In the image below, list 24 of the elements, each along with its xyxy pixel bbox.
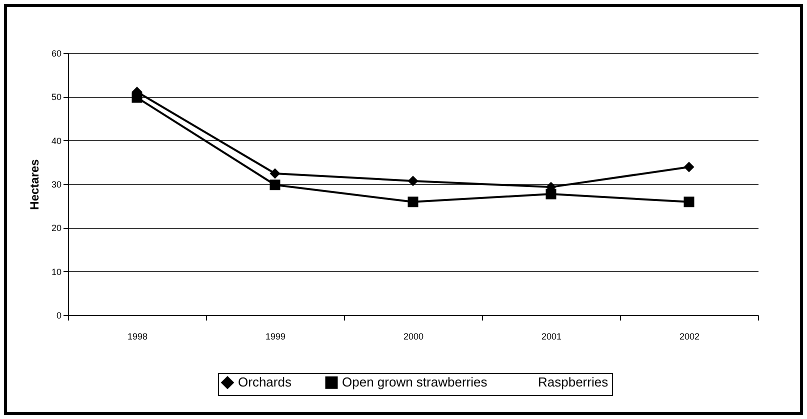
y-tick-label: 60 [51,48,62,58]
point [408,176,418,186]
point [684,196,694,208]
y-tick-label: 30 [51,180,62,190]
point [408,196,418,208]
y-tick-label: 10 [51,266,62,277]
y-axis-title: Hectares [27,158,42,210]
point [546,188,556,200]
point [684,162,694,172]
point [270,180,280,190]
y-tick-label: 0 [56,310,62,320]
x-tick-label: 2001 [541,332,562,342]
x-tick-label: 1998 [127,332,148,342]
text: Raspberries [538,374,609,390]
legend-label: Open grown strawberries [342,374,488,390]
y-tick-label: 20 [51,223,62,234]
point [132,92,142,103]
x-tick-label: 2000 [403,332,424,342]
y-tick-label: 40 [51,136,62,146]
x-tick-label: 2002 [679,332,700,342]
legend-label: Orchards [238,374,292,390]
y-tick-label: 50 [51,92,62,102]
point [270,168,280,179]
x-tick-label: 1999 [265,332,286,342]
